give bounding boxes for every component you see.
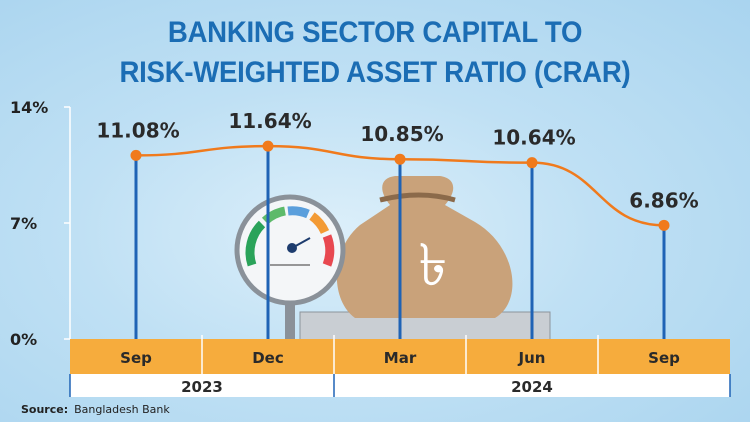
svg-text:৳: ৳ [419,231,448,299]
data-label: 11.64% [228,109,311,133]
x-tick-label: Mar [384,349,417,367]
x-tick-label: Jun [518,349,546,367]
chart-title-line1: BANKING SECTOR CAPITAL TO [167,16,583,49]
y-tick-label: 14% [10,98,48,117]
data-point [262,140,274,152]
year-band [70,374,730,397]
category-band [70,339,730,374]
data-point [130,149,142,161]
source-value: Bangladesh Bank [74,403,170,416]
data-point [526,157,538,169]
data-point [658,219,670,231]
data-label: 6.86% [629,188,698,212]
x-tick-label: Dec [252,349,284,367]
chart-title-line2: RISK-WEIGHTED ASSET RATIO (CRAR) [119,56,631,89]
illustration: ৳ [234,176,551,341]
data-label: 11.08% [96,118,179,142]
x-tick-label: Sep [648,349,680,367]
gauge-icon [234,194,346,306]
data-point [394,153,406,165]
source-note: Source: Bangladesh Bank [21,403,170,416]
y-tick-label: 0% [10,330,37,349]
x-tick-label: Sep [120,349,152,367]
y-tick-label: 7% [10,214,37,233]
data-label: 10.85% [360,122,443,146]
data-label: 10.64% [492,126,575,150]
year-label: 2023 [181,378,223,396]
year-label: 2024 [511,378,553,396]
money-bag-icon: ৳ [336,176,513,318]
source-label: Source: [21,403,69,416]
